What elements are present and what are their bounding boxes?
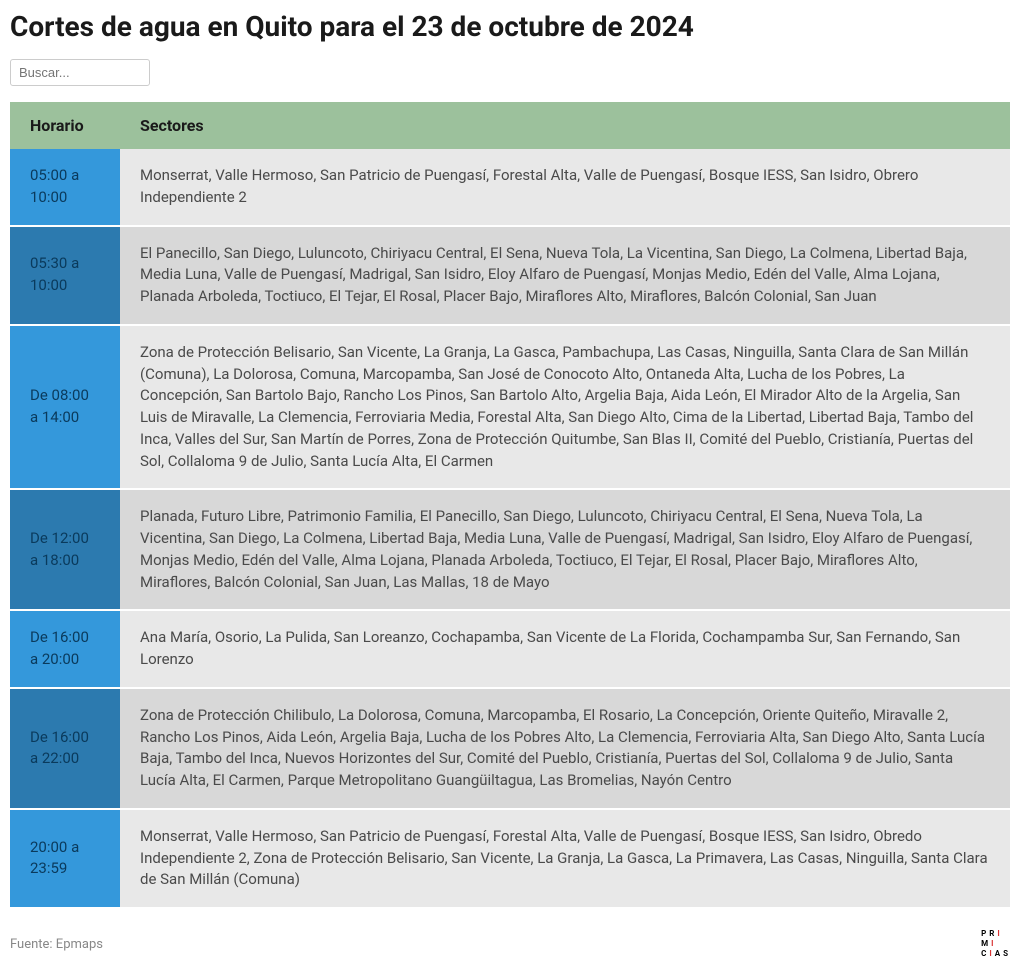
table-row: 05:30 a 10:00 El Panecillo, San Diego, L… (10, 226, 1010, 325)
footer: Fuente: Epmaps PRI MI CIAS (10, 929, 1010, 959)
cell-horario: 05:30 a 10:00 (10, 226, 120, 325)
primicias-logo: PRI MI CIAS (980, 929, 1010, 959)
table-row: De 16:00 a 20:00 Ana María, Osorio, La P… (10, 610, 1010, 688)
table-row: 20:00 a 23:59 Monserrat, Valle Hermoso, … (10, 809, 1010, 908)
cell-horario: De 08:00 a 14:00 (10, 325, 120, 490)
header-horario: Horario (10, 102, 120, 149)
table-row: De 16:00 a 22:00 Zona de Protección Chil… (10, 688, 1010, 809)
table-row: De 12:00 a 18:00 Planada, Futuro Libre, … (10, 489, 1010, 610)
cell-horario: De 12:00 a 18:00 (10, 489, 120, 610)
cell-sectores: Zona de Protección Belisario, San Vicent… (120, 325, 1010, 490)
cell-sectores: Zona de Protección Chilibulo, La Doloros… (120, 688, 1010, 809)
cell-sectores: El Panecillo, San Diego, Luluncoto, Chir… (120, 226, 1010, 325)
cell-horario: 20:00 a 23:59 (10, 809, 120, 908)
cell-sectores: Monserrat, Valle Hermoso, San Patricio d… (120, 809, 1010, 908)
schedule-table: Horario Sectores 05:00 a 10:00 Monserrat… (10, 102, 1010, 909)
cell-sectores: Planada, Futuro Libre, Patrimonio Famili… (120, 489, 1010, 610)
source-text: Fuente: Epmaps (10, 937, 103, 952)
cell-sectores: Monserrat, Valle Hermoso, San Patricio d… (120, 149, 1010, 226)
table-body: 05:00 a 10:00 Monserrat, Valle Hermoso, … (10, 149, 1010, 908)
table-header-row: Horario Sectores (10, 102, 1010, 149)
cell-horario: De 16:00 a 22:00 (10, 688, 120, 809)
table-row: 05:00 a 10:00 Monserrat, Valle Hermoso, … (10, 149, 1010, 226)
table-row: De 08:00 a 14:00 Zona de Protección Beli… (10, 325, 1010, 490)
page-title: Cortes de agua en Quito para el 23 de oc… (10, 10, 1010, 43)
cell-horario: De 16:00 a 20:00 (10, 610, 120, 688)
search-input[interactable] (10, 59, 150, 86)
cell-horario: 05:00 a 10:00 (10, 149, 120, 226)
cell-sectores: Ana María, Osorio, La Pulida, San Lorean… (120, 610, 1010, 688)
header-sectores: Sectores (120, 102, 1010, 149)
